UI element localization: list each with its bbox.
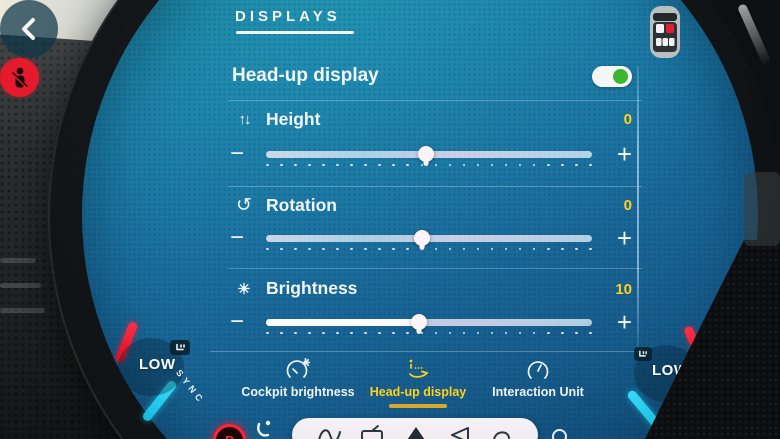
mini-circle-icon[interactable]	[552, 429, 567, 439]
rotation-slider-knob[interactable]	[414, 230, 431, 246]
rotation-row-header: ↺ Rotation	[232, 194, 552, 217]
home-triangle-icon[interactable]	[401, 424, 431, 439]
hud-toggle-knob	[613, 68, 628, 84]
tab-head-up-display[interactable]: Head-up display	[353, 358, 483, 410]
bottom-nav-bar	[292, 418, 538, 439]
tab-label: Interaction Unit	[492, 385, 584, 399]
rotation-slider-track[interactable]	[266, 230, 592, 246]
height-slider-knob[interactable]	[417, 146, 434, 162]
height-minus-button[interactable]: −	[230, 140, 245, 167]
triangle-outline-icon[interactable]	[447, 424, 473, 439]
seatbelt-warning-icon	[0, 58, 39, 97]
rotation-value: 0	[623, 197, 632, 214]
hook-icon[interactable]	[490, 424, 514, 439]
chevron-left-icon	[22, 18, 35, 40]
tab-underline	[389, 404, 447, 408]
tab-cockpit-brightness[interactable]: Cockpit brightness	[228, 358, 368, 410]
page-title: DISPLAYS	[235, 8, 341, 25]
brightness-row-header: ☀ Brightness	[232, 278, 552, 299]
gauge-sun-icon	[285, 358, 311, 382]
rotation-slider: − +	[230, 225, 632, 251]
height-row-header: ↑↓ Height	[232, 109, 552, 130]
head-up-display-toggle-row: Head-up display	[232, 60, 632, 92]
vent-slat	[0, 258, 36, 263]
brightness-value: 10	[615, 281, 632, 298]
left-temp-value[interactable]: LOW	[139, 356, 176, 373]
rotation-slider-ticks	[266, 247, 592, 251]
door-panel-patch	[744, 172, 780, 246]
rotation-plus-button[interactable]: +	[616, 223, 632, 253]
brightness-slider-fill	[266, 318, 420, 326]
brightness-minus-button[interactable]: −	[230, 308, 245, 335]
page-title-underline	[236, 31, 354, 34]
height-slider-track[interactable]	[266, 146, 592, 162]
height-label: Height	[266, 109, 321, 129]
parking-brake-indicator: P	[213, 424, 246, 439]
media-squiggle-icon[interactable]	[316, 424, 342, 439]
height-plus-button[interactable]: +	[616, 139, 632, 169]
brightness-label: Brightness	[266, 278, 358, 298]
tab-interaction-unit[interactable]: Interaction Unit	[473, 358, 603, 410]
assistant-hook-icon[interactable]	[254, 419, 274, 439]
sun-icon: ☀	[237, 280, 251, 298]
divider	[228, 186, 642, 187]
divider	[228, 268, 642, 269]
divider	[228, 100, 642, 101]
head-up-display-icon	[404, 358, 432, 382]
gauge-icon	[525, 358, 551, 382]
seat-heat-left-icon	[170, 340, 190, 355]
tab-label: Head-up display	[369, 385, 467, 399]
height-slider: − +	[230, 141, 632, 167]
up-down-arrows-icon: ↑↓	[238, 111, 252, 128]
scroll-indicator[interactable]	[637, 66, 639, 348]
radio-icon[interactable]	[359, 424, 385, 439]
brightness-slider-knob[interactable]	[411, 314, 428, 330]
rotation-minus-button[interactable]: −	[230, 224, 245, 251]
vent-slat	[0, 283, 41, 288]
hud-toggle[interactable]	[592, 65, 632, 87]
head-up-display-label: Head-up display	[232, 65, 379, 86]
tab-label: Cockpit brightness	[241, 385, 355, 399]
brightness-plus-button[interactable]: +	[616, 307, 632, 337]
height-slider-ticks	[266, 163, 592, 167]
brightness-slider: − +	[230, 309, 632, 335]
divider	[210, 351, 650, 352]
brightness-slider-ticks	[266, 331, 592, 335]
rotate-ccw-icon: ↺	[236, 195, 252, 216]
sync-label[interactable]: SYNC	[173, 367, 208, 407]
height-value: 0	[623, 111, 632, 128]
vent-slat	[0, 308, 45, 313]
rotation-label: Rotation	[266, 195, 337, 215]
back-button[interactable]	[0, 0, 58, 58]
brightness-slider-track[interactable]	[266, 314, 592, 330]
